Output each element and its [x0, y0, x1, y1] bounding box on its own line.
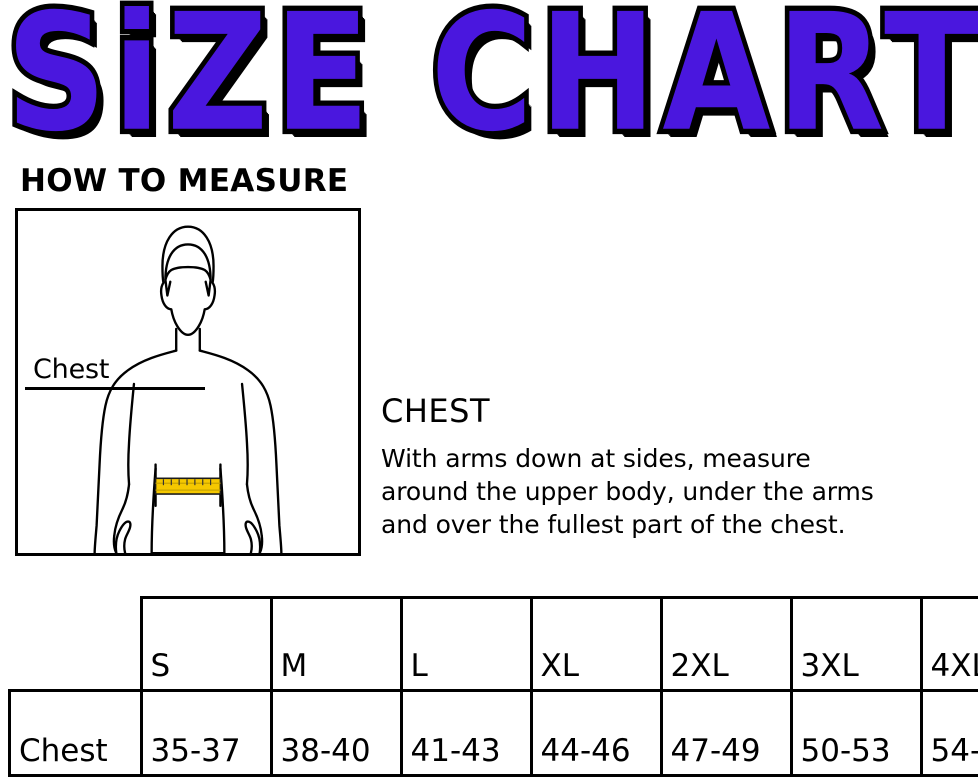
description-line-1: With arms down at sides, measure: [381, 442, 971, 475]
sideburn-right: [206, 280, 211, 296]
chest-value-s: 35-37: [141, 691, 271, 776]
hand-right: [246, 522, 261, 553]
page-title: SiZE CHART: [6, 0, 978, 163]
size-header-s: S: [141, 598, 271, 691]
page-title-banner: SiZE CHART: [0, 0, 978, 146]
size-header-4xl: 4XL: [921, 598, 978, 691]
neck-outline: [176, 329, 200, 351]
chest-value-2xl: 47-49: [661, 691, 791, 776]
description-line-3: and over the fullest part of the chest.: [381, 508, 971, 541]
torso-outline-right: [200, 351, 282, 553]
size-table: S M L XL 2XL 3XL 4XL Chest 35-37 38-40 4…: [8, 596, 978, 777]
size-header-2xl: 2XL: [661, 598, 791, 691]
chest-value-m: 38-40: [271, 691, 401, 776]
size-header-l: L: [401, 598, 531, 691]
chest-value-3xl: 50-53: [791, 691, 921, 776]
size-table-row-chest: Chest 35-37 38-40 41-43 44-46 47-49 50-5…: [10, 691, 978, 776]
hairline: [165, 244, 210, 279]
size-header-3xl: 3XL: [791, 598, 921, 691]
chest-callout-leader-line: [25, 387, 205, 390]
size-header-m: M: [271, 598, 401, 691]
chest-value-xl: 44-46: [531, 691, 661, 776]
chest-value-l: 41-43: [401, 691, 531, 776]
how-to-measure-heading: HOW TO MEASURE: [20, 163, 348, 199]
chest-value-4xl: 54-57: [921, 691, 978, 776]
description-line-2: around the upper body, under the arms: [381, 475, 971, 508]
size-table-container: S M L XL 2XL 3XL 4XL Chest 35-37 38-40 4…: [8, 596, 970, 758]
row-label-chest: Chest: [10, 691, 142, 776]
size-table-corner-cell: [10, 598, 142, 691]
head-outline: [161, 227, 215, 335]
arm-inner-right: [242, 384, 248, 484]
size-header-xl: XL: [531, 598, 661, 691]
measuring-tape: [156, 478, 221, 494]
sideburn-left: [165, 280, 170, 296]
hand-left: [116, 522, 131, 553]
size-table-header-row: S M L XL 2XL 3XL 4XL: [10, 598, 978, 691]
chest-callout-label: Chest: [33, 355, 109, 385]
arm-inner-left: [128, 384, 134, 484]
chest-description-block: CHEST With arms down at sides, measure a…: [381, 392, 971, 541]
chest-description-body: With arms down at sides, measure around …: [381, 442, 971, 541]
chest-description-heading: CHEST: [381, 392, 971, 430]
